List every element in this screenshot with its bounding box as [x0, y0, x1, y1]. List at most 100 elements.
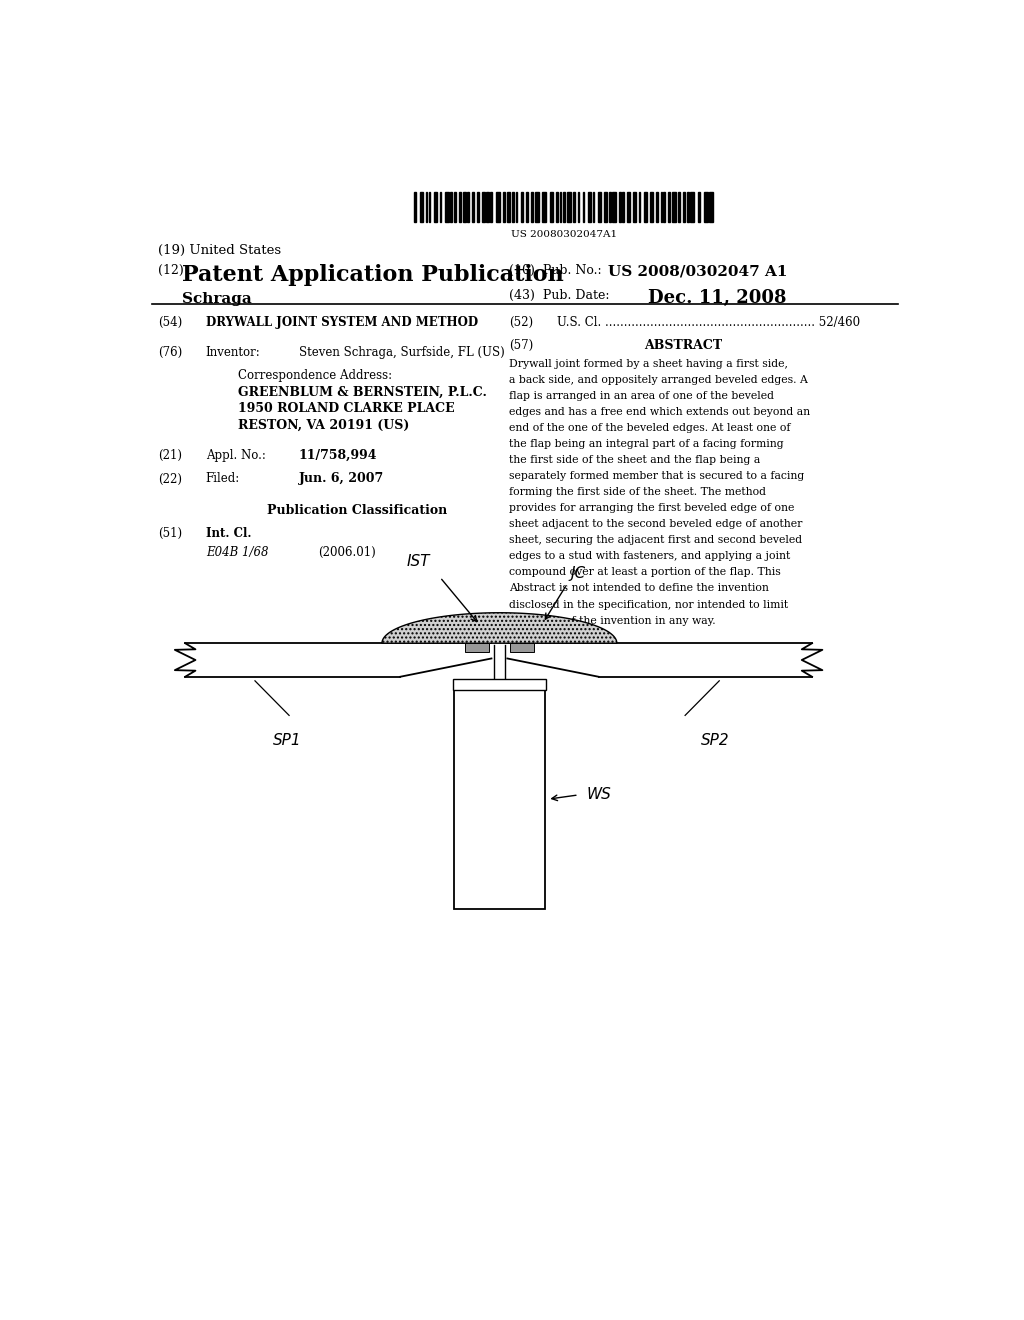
Text: edges to a stud with fasteners, and applying a joint: edges to a stud with fasteners, and appl…: [509, 552, 791, 561]
Bar: [678, 191, 680, 223]
Text: (22): (22): [158, 473, 182, 486]
Bar: [463, 191, 466, 223]
Text: Drywall joint formed by a sheet having a first side,: Drywall joint formed by a sheet having a…: [509, 359, 787, 368]
Bar: [608, 191, 611, 223]
Bar: [440, 191, 441, 223]
Bar: [627, 191, 630, 223]
Text: (10)  Pub. No.:: (10) Pub. No.:: [509, 264, 601, 277]
Bar: [482, 191, 484, 223]
Bar: [560, 191, 561, 223]
Text: the first side of the sheet and the flap being a: the first side of the sheet and the flap…: [509, 455, 760, 465]
Text: sheet adjacent to the second beveled edge of another: sheet adjacent to the second beveled edg…: [509, 519, 802, 529]
Bar: [572, 191, 574, 223]
Text: SP2: SP2: [701, 733, 730, 747]
Bar: [556, 191, 558, 223]
Text: (51): (51): [158, 528, 182, 540]
Bar: [429, 191, 430, 223]
Text: WS: WS: [587, 787, 611, 803]
Bar: [618, 191, 622, 223]
Bar: [588, 191, 591, 223]
Bar: [472, 191, 474, 223]
Text: JC: JC: [570, 566, 586, 581]
Text: (54): (54): [158, 315, 182, 329]
Bar: [414, 191, 416, 223]
Bar: [563, 191, 565, 223]
Bar: [710, 191, 713, 223]
Text: (43)  Pub. Date:: (43) Pub. Date:: [509, 289, 609, 301]
Bar: [633, 191, 637, 223]
Text: 11/758,994: 11/758,994: [299, 449, 377, 462]
Bar: [536, 191, 539, 223]
Text: (19) United States: (19) United States: [158, 244, 282, 257]
Bar: [578, 191, 580, 223]
Text: disclosed in the specification, nor intended to limit: disclosed in the specification, nor inte…: [509, 599, 788, 610]
Bar: [420, 191, 423, 223]
Text: Appl. No.:: Appl. No.:: [206, 449, 265, 462]
Bar: [683, 191, 685, 223]
Bar: [705, 191, 708, 223]
Text: SP1: SP1: [273, 733, 302, 747]
Text: IST: IST: [407, 554, 430, 569]
Bar: [503, 191, 505, 223]
Bar: [426, 191, 427, 223]
Bar: [567, 191, 570, 223]
Bar: [612, 191, 616, 223]
Bar: [583, 191, 584, 223]
Bar: [453, 678, 546, 690]
Bar: [490, 191, 492, 223]
Text: Steven Schraga, Surfside, FL (US): Steven Schraga, Surfside, FL (US): [299, 346, 505, 359]
Text: Dec. 11, 2008: Dec. 11, 2008: [648, 289, 786, 306]
Bar: [644, 191, 647, 223]
Bar: [510, 643, 534, 652]
Text: US 2008/0302047 A1: US 2008/0302047 A1: [608, 264, 787, 279]
Bar: [445, 191, 449, 223]
Text: Filed:: Filed:: [206, 473, 240, 486]
Bar: [604, 191, 607, 223]
Bar: [451, 191, 453, 223]
Text: DRYWALL JOINT SYSTEM AND METHOD: DRYWALL JOINT SYSTEM AND METHOD: [206, 315, 478, 329]
Text: Correspondence Address:: Correspondence Address:: [238, 368, 391, 381]
Bar: [530, 191, 534, 223]
Bar: [526, 191, 528, 223]
Text: a back side, and oppositely arranged beveled edges. A: a back side, and oppositely arranged bev…: [509, 375, 808, 384]
Bar: [623, 191, 625, 223]
Bar: [655, 191, 658, 223]
Bar: [649, 191, 653, 223]
Text: compound over at least a portion of the flap. This: compound over at least a portion of the …: [509, 568, 780, 577]
Text: 1950 ROLAND CLARKE PLACE: 1950 ROLAND CLARKE PLACE: [238, 403, 454, 416]
Text: Inventor:: Inventor:: [206, 346, 260, 359]
Bar: [521, 191, 523, 223]
Text: forming the first side of the sheet. The method: forming the first side of the sheet. The…: [509, 487, 766, 498]
Text: Abstract is not intended to define the invention: Abstract is not intended to define the i…: [509, 583, 769, 594]
Bar: [467, 191, 469, 223]
Bar: [668, 191, 670, 223]
Text: (52): (52): [509, 315, 534, 329]
Text: GREENBLUM & BERNSTEIN, P.L.C.: GREENBLUM & BERNSTEIN, P.L.C.: [238, 385, 486, 399]
Bar: [593, 191, 594, 223]
Bar: [690, 191, 694, 223]
Bar: [434, 191, 437, 223]
Text: edges and has a free end which extends out beyond an: edges and has a free end which extends o…: [509, 407, 810, 417]
Text: sheet, securing the adjacent first and second beveled: sheet, securing the adjacent first and s…: [509, 536, 802, 545]
Bar: [496, 191, 500, 223]
Text: U.S. Cl. ........................................................ 52/460: U.S. Cl. ...............................…: [557, 315, 860, 329]
Bar: [598, 191, 601, 223]
Text: provides for arranging the first beveled edge of one: provides for arranging the first beveled…: [509, 503, 795, 513]
Text: Schraga: Schraga: [182, 292, 252, 305]
Text: E04B 1/68: E04B 1/68: [206, 545, 268, 558]
Bar: [664, 191, 665, 223]
Bar: [454, 690, 545, 908]
Bar: [543, 191, 546, 223]
Bar: [639, 191, 640, 223]
Text: (2006.01): (2006.01): [318, 545, 376, 558]
Bar: [459, 191, 461, 223]
Bar: [516, 191, 517, 223]
Text: Jun. 6, 2007: Jun. 6, 2007: [299, 473, 384, 486]
Bar: [486, 191, 488, 223]
Bar: [454, 191, 456, 223]
Bar: [550, 191, 553, 223]
Bar: [672, 191, 676, 223]
Text: the scope of the invention in any way.: the scope of the invention in any way.: [509, 615, 716, 626]
Text: the flap being an integral part of a facing forming: the flap being an integral part of a fac…: [509, 440, 783, 449]
Text: US 20080302047A1: US 20080302047A1: [511, 230, 617, 239]
